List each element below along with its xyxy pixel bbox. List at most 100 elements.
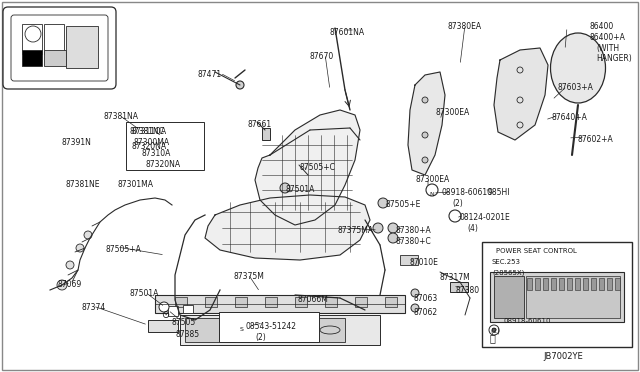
Text: (2): (2) bbox=[255, 333, 266, 342]
Text: (2): (2) bbox=[452, 199, 463, 208]
Bar bbox=[494, 276, 524, 318]
Circle shape bbox=[388, 233, 398, 243]
Text: 87069: 87069 bbox=[58, 280, 83, 289]
Bar bbox=[295, 318, 345, 342]
Bar bbox=[543, 278, 548, 290]
Text: 87391N: 87391N bbox=[62, 138, 92, 147]
Bar bbox=[44, 50, 66, 66]
Text: SEC.253: SEC.253 bbox=[492, 259, 521, 265]
Text: 87380EA: 87380EA bbox=[448, 22, 482, 31]
Polygon shape bbox=[205, 195, 370, 260]
Circle shape bbox=[489, 325, 499, 335]
Text: POWER SEAT CONTROL: POWER SEAT CONTROL bbox=[496, 248, 577, 254]
Circle shape bbox=[84, 231, 92, 239]
Circle shape bbox=[388, 223, 398, 233]
Ellipse shape bbox=[550, 33, 605, 103]
Circle shape bbox=[236, 81, 244, 89]
Bar bbox=[482, 242, 632, 347]
Text: (28565X): (28565X) bbox=[492, 269, 524, 276]
Bar bbox=[385, 297, 397, 307]
Bar bbox=[591, 278, 596, 290]
Text: 87320NA: 87320NA bbox=[131, 142, 166, 151]
Text: (2): (2) bbox=[490, 328, 500, 334]
Bar bbox=[559, 278, 564, 290]
Text: 86400: 86400 bbox=[590, 22, 614, 31]
Text: 87310A: 87310A bbox=[142, 149, 172, 158]
Bar bbox=[168, 306, 178, 316]
Bar bbox=[185, 318, 235, 342]
Circle shape bbox=[411, 304, 419, 312]
Circle shape bbox=[378, 198, 388, 208]
Text: 87300EA: 87300EA bbox=[415, 175, 449, 184]
Text: 08543-51242: 08543-51242 bbox=[245, 322, 296, 331]
Bar bbox=[66, 26, 98, 68]
Bar bbox=[607, 278, 612, 290]
Text: (WITH: (WITH bbox=[596, 44, 619, 53]
Circle shape bbox=[66, 261, 74, 269]
Text: 87311QA: 87311QA bbox=[131, 127, 166, 136]
Text: 87602+A: 87602+A bbox=[577, 135, 612, 144]
Circle shape bbox=[422, 157, 428, 163]
Circle shape bbox=[237, 319, 249, 331]
Text: 87375M: 87375M bbox=[234, 272, 265, 281]
Bar bbox=[615, 278, 620, 290]
Bar bbox=[575, 278, 580, 290]
Ellipse shape bbox=[240, 326, 260, 334]
Bar bbox=[148, 320, 178, 332]
Text: 985HI: 985HI bbox=[487, 188, 509, 197]
Text: 87063: 87063 bbox=[413, 294, 437, 303]
Text: ⊙: ⊙ bbox=[161, 310, 169, 320]
Bar bbox=[262, 128, 270, 140]
Text: 87505+E: 87505+E bbox=[385, 200, 420, 209]
Bar bbox=[400, 255, 418, 265]
Bar bbox=[535, 278, 540, 290]
Bar bbox=[450, 282, 468, 292]
Circle shape bbox=[57, 280, 67, 290]
Text: 87640+A: 87640+A bbox=[551, 113, 587, 122]
Text: 08918-60610: 08918-60610 bbox=[503, 318, 550, 324]
Text: 87381NA: 87381NA bbox=[104, 112, 139, 121]
Bar bbox=[265, 297, 277, 307]
Text: 87471: 87471 bbox=[197, 70, 221, 79]
Text: N: N bbox=[429, 192, 434, 197]
Text: 08124-0201E: 08124-0201E bbox=[459, 213, 509, 222]
Polygon shape bbox=[255, 110, 360, 225]
Text: 87505+C: 87505+C bbox=[299, 163, 335, 172]
Bar bbox=[155, 295, 405, 313]
Text: 87381NE: 87381NE bbox=[66, 180, 100, 189]
Circle shape bbox=[492, 328, 496, 332]
Text: 87010E: 87010E bbox=[409, 258, 438, 267]
Text: 87380: 87380 bbox=[455, 286, 479, 295]
Polygon shape bbox=[494, 48, 548, 140]
Text: 87505: 87505 bbox=[171, 318, 195, 327]
Circle shape bbox=[422, 97, 428, 103]
Bar bbox=[180, 315, 380, 345]
Text: 87381NC: 87381NC bbox=[130, 127, 165, 136]
Text: 87301MA: 87301MA bbox=[117, 180, 153, 189]
Bar bbox=[44, 24, 64, 54]
Bar bbox=[235, 297, 247, 307]
Text: 87501A: 87501A bbox=[286, 185, 316, 194]
Text: 87375MA: 87375MA bbox=[337, 226, 373, 235]
Bar bbox=[22, 50, 42, 66]
Text: Ⓝ: Ⓝ bbox=[490, 333, 496, 343]
Bar bbox=[355, 297, 367, 307]
Ellipse shape bbox=[320, 326, 340, 334]
Text: 87380+A: 87380+A bbox=[395, 226, 431, 235]
Text: 86400+A: 86400+A bbox=[590, 33, 626, 42]
Text: 87670: 87670 bbox=[310, 52, 334, 61]
Bar bbox=[526, 276, 620, 318]
Bar bbox=[325, 297, 337, 307]
Text: S: S bbox=[240, 327, 244, 332]
Bar bbox=[295, 297, 307, 307]
Bar bbox=[567, 278, 572, 290]
Text: 87317M: 87317M bbox=[440, 273, 471, 282]
Circle shape bbox=[280, 183, 290, 193]
Bar bbox=[183, 305, 193, 313]
Bar bbox=[175, 297, 187, 307]
Text: 87601NA: 87601NA bbox=[330, 28, 365, 37]
Bar bbox=[527, 278, 532, 290]
Circle shape bbox=[159, 302, 169, 312]
Circle shape bbox=[411, 289, 419, 297]
Bar bbox=[240, 318, 290, 342]
